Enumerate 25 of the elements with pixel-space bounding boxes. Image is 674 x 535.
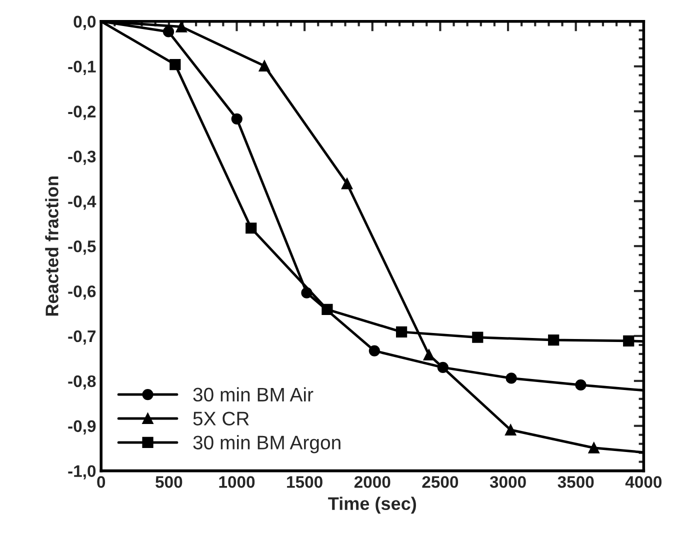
y-tick-label: -0,3: [68, 150, 96, 165]
x-tick-label: 500: [156, 476, 182, 488]
x-tick-label: 1500: [287, 476, 322, 488]
x-tick-label: 0: [97, 476, 106, 488]
x-axis-title: Time (sec): [328, 496, 416, 514]
x-tick-label: 2000: [354, 476, 390, 488]
y-tick-label: -1,0: [68, 465, 96, 480]
x-tick-label: 1000: [219, 476, 255, 488]
y-tick-label: -0,9: [68, 420, 96, 434]
y-tick-label: -0,4: [68, 196, 96, 210]
y-axis-title: Reacted fraction: [45, 176, 58, 316]
y-tick-label: -0,6: [68, 285, 96, 300]
legend-label: 5X CR: [193, 412, 249, 426]
x-tick-label: 3500: [558, 476, 594, 488]
y-tick-label: -0,2: [68, 106, 96, 120]
y-tick-label: -0,7: [68, 330, 96, 345]
y-tick-label: -0,1: [68, 60, 96, 75]
y-tick-label: -0,8: [68, 375, 96, 390]
legend-label: 30 min BM Air: [193, 387, 314, 402]
x-tick-label: 3000: [490, 476, 526, 488]
y-tick-label: 0,0: [74, 16, 96, 30]
legend-label: 30 min BM Argon: [193, 435, 340, 454]
x-tick-label: 2500: [422, 476, 458, 488]
y-tick-label: -0,5: [68, 240, 96, 255]
x-tick-label: 4000: [625, 476, 662, 488]
